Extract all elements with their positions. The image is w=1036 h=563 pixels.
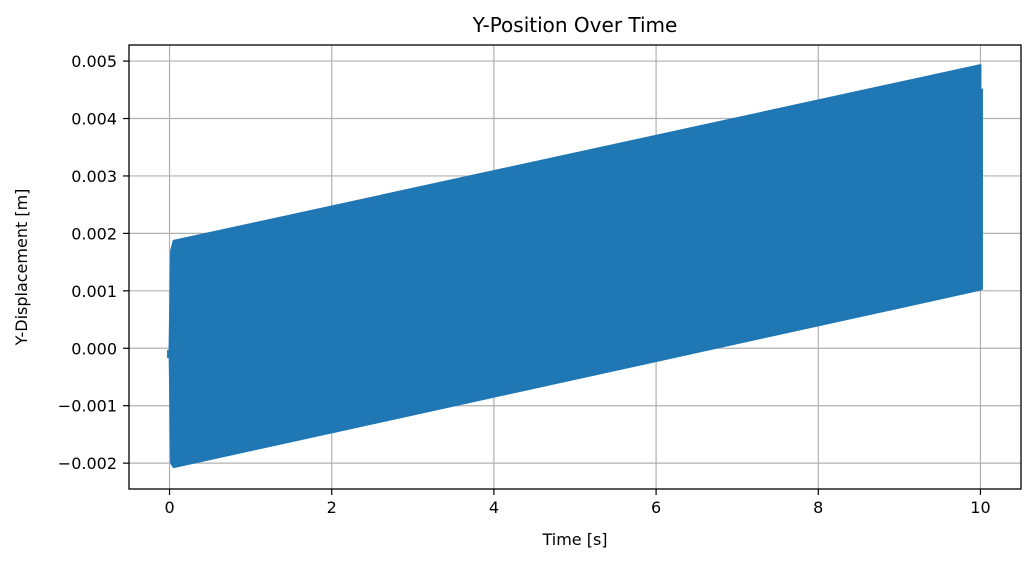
- series-band: [168, 64, 982, 469]
- ticks-layer: 0 2 4 6 8 10 −0.002 −0.001 0.000 0.001 0.002 0.003 0…: [58, 52, 991, 517]
- plot-frame: [128, 44, 1022, 490]
- y-tick-label: −0.001: [58, 397, 117, 416]
- x-tick-label: 4: [489, 498, 499, 517]
- y-axis-title: Y-Displacement [m]: [12, 189, 31, 347]
- y-tick-label: 0.001: [71, 282, 117, 301]
- x-tick-label: 0: [164, 498, 174, 517]
- y-tick-label: 0.003: [71, 167, 117, 186]
- y-tick-label: 0.005: [71, 52, 117, 71]
- y-tick-label: 0.000: [71, 339, 117, 358]
- y-tick-label: −0.002: [58, 454, 117, 473]
- x-tick-label: 10: [970, 498, 990, 517]
- y-tick-label: 0.004: [71, 110, 117, 129]
- x-tick-label: 6: [651, 498, 661, 517]
- x-tick-label: 2: [327, 498, 337, 517]
- x-tick-label: 8: [813, 498, 823, 517]
- x-axis-title: Time [s]: [541, 530, 607, 549]
- y-tick-label: 0.002: [71, 224, 117, 243]
- series-layer: [167, 64, 983, 469]
- chart-title: Y-Position Over Time: [472, 13, 678, 37]
